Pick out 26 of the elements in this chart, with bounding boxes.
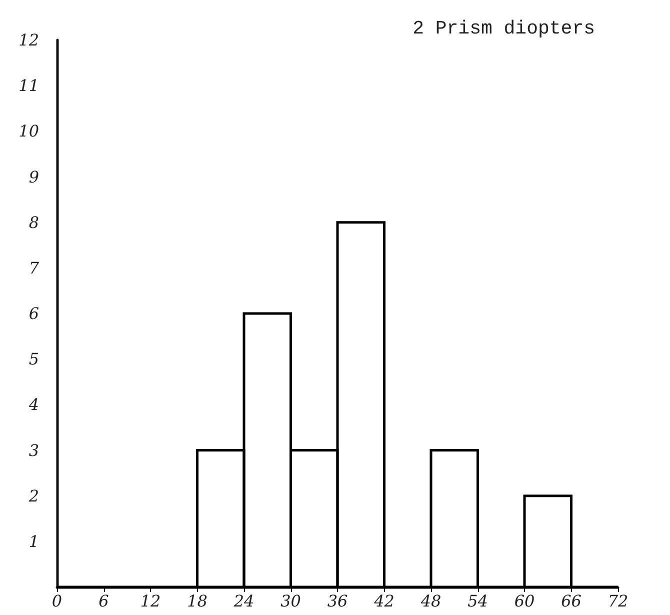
y-tick-label: 6 [28,304,39,323]
y-tick-label: 10 [18,122,39,141]
y-tick-label: 1 [28,532,39,551]
x-tick-label: 48 [420,592,442,610]
y-tick-label: 5 [28,350,39,369]
x-tick-label: 42 [373,592,394,610]
y-tick-label: 12 [18,30,39,50]
chart-title: 2 Prism diopters [412,18,596,40]
x-tick-label: 66 [561,592,582,610]
y-tick-label: 8 [28,212,39,232]
y-tick-label: 11 [18,76,39,96]
x-tick-label: 54 [468,592,488,610]
y-tick-label: 7 [28,258,40,278]
x-tick-label: 0 [52,592,62,610]
x-tick-label: 72 [608,592,628,610]
x-tick-label: 18 [187,592,208,610]
x-tick-label: 60 [514,592,535,610]
y-tick-label: 3 [28,440,39,460]
y-tick-label: 2 [28,486,39,506]
y-tick-label: 4 [28,395,39,414]
x-tick-label: 12 [140,592,161,610]
y-tick-label: 9 [28,167,39,186]
x-tick-label: 24 [232,592,254,610]
x-tick-label: 30 [280,592,301,610]
x-tick-label: 6 [98,592,109,610]
x-tick-label: 36 [327,592,348,610]
